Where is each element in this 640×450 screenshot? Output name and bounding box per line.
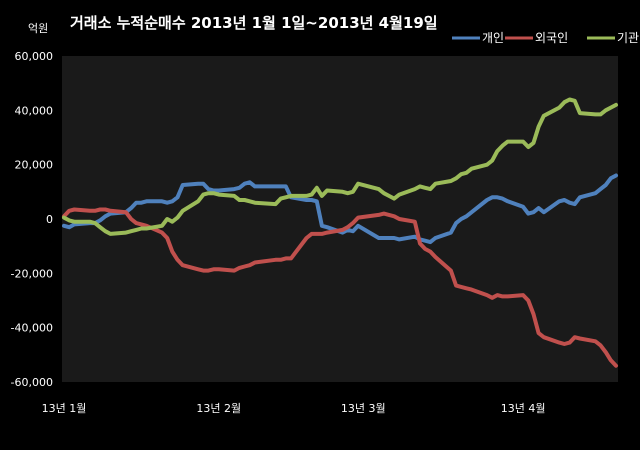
- chart-title: 거래소 누적순매수 2013년 1월 1일~2013년 4월19일: [70, 14, 438, 32]
- x-axis-ticks: 13년 1월 13년 2월 13년 3월 13년 4월: [42, 402, 546, 415]
- y-tick-label: 20,000: [15, 159, 54, 172]
- y-tick-label: 0: [46, 213, 53, 226]
- legend: 개인 외국인 기관: [452, 31, 639, 45]
- legend-label: 외국인: [535, 31, 568, 45]
- legend-label: 개인: [482, 31, 504, 45]
- series-lines: [62, 97, 618, 368]
- x-tick-label: 13년 1월: [42, 402, 87, 415]
- series-line: [62, 207, 618, 368]
- legend-label: 기관: [617, 31, 639, 45]
- y-tick-label: -40,000: [11, 322, 53, 335]
- y-axis-unit-label: 억원: [28, 22, 48, 35]
- y-tick-label: -60,000: [11, 376, 53, 389]
- y-tick-label: -20,000: [11, 267, 53, 280]
- series-line: [62, 97, 618, 236]
- y-tick-label: 40,000: [15, 104, 54, 117]
- x-tick-label: 13년 2월: [196, 402, 241, 415]
- series-line: [62, 173, 618, 245]
- y-axis-ticks: -60,000 -40,000 -20,000 0 20,000 40,000 60,000: [11, 50, 53, 389]
- plot-area: [62, 56, 618, 382]
- y-tick-label: 60,000: [15, 50, 54, 63]
- x-tick-label: 13년 4월: [501, 402, 546, 415]
- x-tick-label: 13년 3월: [341, 402, 386, 415]
